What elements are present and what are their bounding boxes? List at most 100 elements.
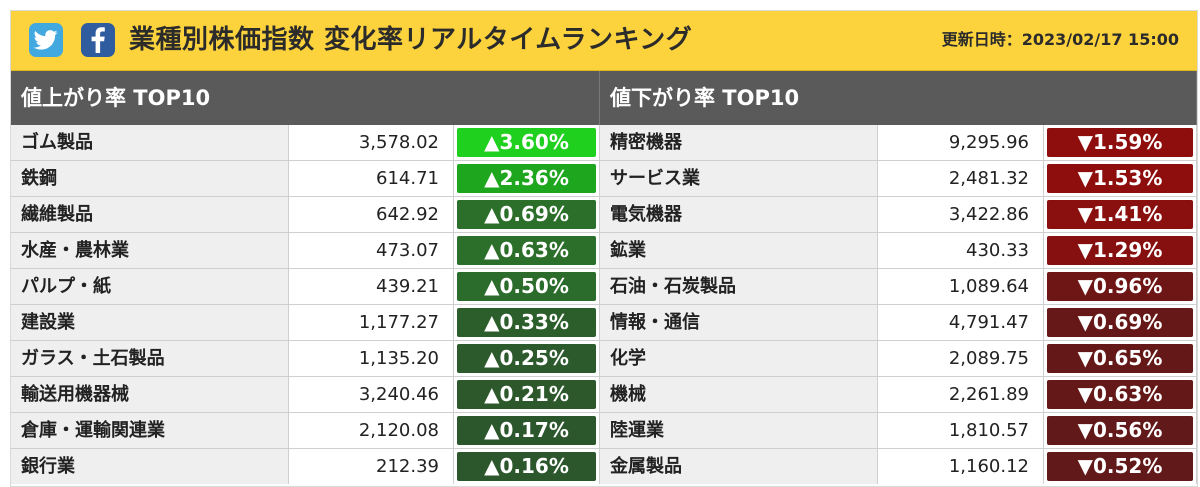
gainer-row: 銀行業 212.39 ▲0.16% [11, 449, 600, 485]
sector-name: 鉱業 [600, 233, 878, 268]
index-value: 1,177.27 [289, 305, 454, 340]
change-cell: ▲0.17% [454, 413, 600, 448]
gainer-row: ガラス・土石製品 1,135.20 ▲0.25% [11, 341, 600, 377]
sector-name: 精密機器 [600, 125, 878, 160]
updated-timestamp: 更新日時：2023/02/17 15:00 [941, 30, 1179, 49]
index-value: 1,810.57 [878, 413, 1044, 448]
page-title: 業種別株価指数 変化率リアルタイムランキング [129, 25, 693, 55]
gainer-row: 倉庫・運輸関連業 2,120.08 ▲0.17% [11, 413, 600, 449]
sector-name: 陸運業 [600, 413, 878, 448]
loser-row: 情報・通信 4,791.47 ▼0.69% [600, 305, 1197, 341]
header-bar: 業種別株価指数 変化率リアルタイムランキング 更新日時：2023/02/17 1… [11, 11, 1197, 71]
loser-row: 陸運業 1,810.57 ▼0.56% [600, 413, 1197, 449]
change-rate-badge: ▲0.33% [457, 308, 596, 337]
sector-name: ガラス・土石製品 [11, 341, 289, 376]
sector-name: 金属製品 [600, 449, 878, 484]
sector-name: パルプ・紙 [11, 269, 289, 304]
index-value: 3,422.86 [878, 197, 1044, 232]
sector-name: 情報・通信 [600, 305, 878, 340]
change-cell: ▼1.53% [1044, 161, 1197, 196]
losers-panel: 値下がり率 TOP10 精密機器 9,295.96 ▼1.59% サービス業 2,481… [600, 71, 1197, 487]
gainer-row: 建設業 1,177.27 ▲0.33% [11, 305, 600, 341]
change-rate-badge: ▼0.96% [1047, 272, 1193, 301]
loser-row: 機械 2,261.89 ▼0.63% [600, 377, 1197, 413]
sector-name: 電気機器 [600, 197, 878, 232]
change-cell: ▲0.50% [454, 269, 600, 304]
change-cell: ▲2.36% [454, 161, 600, 196]
index-value: 2,089.75 [878, 341, 1044, 376]
sector-name: 倉庫・運輸関連業 [11, 413, 289, 448]
sector-name: 化学 [600, 341, 878, 376]
change-cell: ▲0.25% [454, 341, 600, 376]
change-cell: ▲0.21% [454, 377, 600, 412]
gainer-row: 輸送用機器械 3,240.46 ▲0.21% [11, 377, 600, 413]
sector-name: 輸送用機器械 [11, 377, 289, 412]
change-cell: ▲0.63% [454, 233, 600, 268]
index-value: 2,120.08 [289, 413, 454, 448]
change-rate-badge: ▼0.52% [1047, 452, 1193, 481]
loser-row: 鉱業 430.33 ▼1.29% [600, 233, 1197, 269]
change-cell: ▲3.60% [454, 125, 600, 160]
change-cell: ▼1.29% [1044, 233, 1197, 268]
sector-name: 鉄鋼 [11, 161, 289, 196]
change-rate-badge: ▲0.63% [457, 236, 596, 265]
index-value: 473.07 [289, 233, 454, 268]
sector-name: 建設業 [11, 305, 289, 340]
facebook-f-icon [91, 27, 105, 53]
losers-heading: 値下がり率 TOP10 [600, 71, 1197, 125]
twitter-share-button[interactable] [29, 23, 63, 57]
change-rate-badge: ▲0.69% [457, 200, 596, 229]
index-value: 3,578.02 [289, 125, 454, 160]
gainers-heading: 値上がり率 TOP10 [11, 71, 600, 125]
index-value: 1,135.20 [289, 341, 454, 376]
change-cell: ▼0.96% [1044, 269, 1197, 304]
change-rate-badge: ▲0.50% [457, 272, 596, 301]
index-value: 9,295.96 [878, 125, 1044, 160]
change-cell: ▼0.56% [1044, 413, 1197, 448]
sector-name: 繊維製品 [11, 197, 289, 232]
change-rate-badge: ▼0.65% [1047, 344, 1193, 373]
change-rate-badge: ▼1.59% [1047, 128, 1193, 157]
sector-name: ゴム製品 [11, 125, 289, 160]
index-value: 2,481.32 [878, 161, 1044, 196]
gainers-table: ゴム製品 3,578.02 ▲3.60% 鉄鋼 614.71 ▲2.36% 繊維製品 642.… [11, 125, 600, 485]
change-rate-badge: ▲0.16% [457, 452, 596, 481]
index-value: 439.21 [289, 269, 454, 304]
change-cell: ▼0.63% [1044, 377, 1197, 412]
facebook-share-button[interactable] [81, 23, 115, 57]
change-cell: ▼1.59% [1044, 125, 1197, 160]
losers-table: 精密機器 9,295.96 ▼1.59% サービス業 2,481.32 ▼1.53% 電気機… [600, 125, 1197, 485]
index-value: 430.33 [878, 233, 1044, 268]
change-rate-badge: ▲0.25% [457, 344, 596, 373]
gainer-row: 鉄鋼 614.71 ▲2.36% [11, 161, 600, 197]
change-rate-badge: ▲0.21% [457, 380, 596, 409]
loser-row: 電気機器 3,422.86 ▼1.41% [600, 197, 1197, 233]
change-rate-badge: ▲3.60% [457, 128, 596, 157]
change-cell: ▼0.65% [1044, 341, 1197, 376]
change-rate-badge: ▼0.63% [1047, 380, 1193, 409]
index-value: 4,791.47 [878, 305, 1044, 340]
sector-name: サービス業 [600, 161, 878, 196]
change-rate-badge: ▲2.36% [457, 164, 596, 193]
twitter-bird-icon [34, 30, 58, 50]
loser-row: 精密機器 9,295.96 ▼1.59% [600, 125, 1197, 161]
change-rate-badge: ▼1.53% [1047, 164, 1193, 193]
sector-name: 水産・農林業 [11, 233, 289, 268]
gainer-row: 水産・農林業 473.07 ▲0.63% [11, 233, 600, 269]
index-value: 3,240.46 [289, 377, 454, 412]
index-value: 614.71 [289, 161, 454, 196]
change-cell: ▼1.41% [1044, 197, 1197, 232]
sector-name: 機械 [600, 377, 878, 412]
index-value: 1,160.12 [878, 449, 1044, 484]
gainer-row: ゴム製品 3,578.02 ▲3.60% [11, 125, 600, 161]
change-cell: ▲0.69% [454, 197, 600, 232]
loser-row: 化学 2,089.75 ▼0.65% [600, 341, 1197, 377]
change-cell: ▲0.16% [454, 449, 600, 484]
index-value: 1,089.64 [878, 269, 1044, 304]
sector-name: 銀行業 [11, 449, 289, 484]
loser-row: サービス業 2,481.32 ▼1.53% [600, 161, 1197, 197]
gainers-panel: 値上がり率 TOP10 ゴム製品 3,578.02 ▲3.60% 鉄鋼 614.71 ▲2… [11, 71, 600, 487]
change-rate-badge: ▲0.17% [457, 416, 596, 445]
loser-row: 石油・石炭製品 1,089.64 ▼0.96% [600, 269, 1197, 305]
change-cell: ▼0.69% [1044, 305, 1197, 340]
